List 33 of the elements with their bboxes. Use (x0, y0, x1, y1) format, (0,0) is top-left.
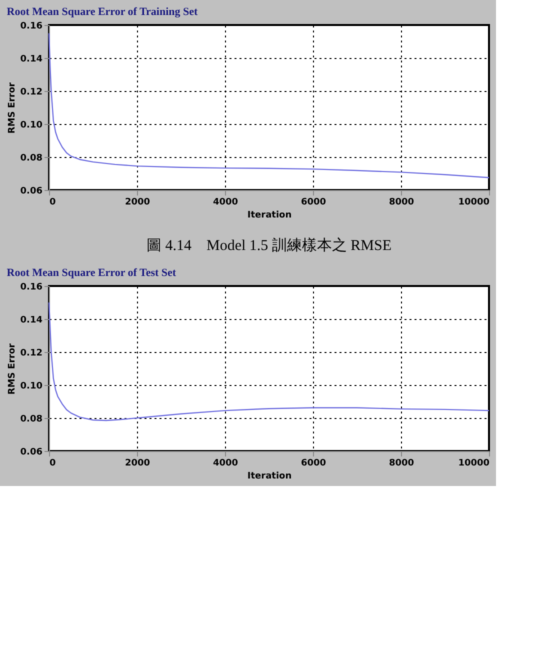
line-series (48, 32, 490, 178)
x-tick-label: 4000 (212, 458, 238, 468)
y-tick-label: 0.14 (20, 54, 42, 64)
y-tick-label: 0.16 (20, 282, 42, 292)
chart-title: Root Mean Square Error of Training Set (6, 6, 198, 18)
x-tick-label: 8000 (388, 458, 414, 468)
x-tick-label: 6000 (300, 198, 326, 208)
y-tick-label: 0.06 (20, 448, 42, 458)
y-tick-label: 0.08 (20, 154, 42, 164)
y-tick-label: 0.10 (20, 120, 42, 130)
x-tick-label: 0 (50, 458, 56, 468)
y-tick-label: 0.12 (20, 348, 42, 358)
y-axis-title: RMS Error (7, 342, 18, 395)
y-tick-label: 0.12 (20, 88, 42, 98)
x-tick-label: 8000 (388, 198, 414, 208)
y-axis-title: RMS Error (7, 82, 18, 134)
chart-title: Root Mean Square Error of Test Set (6, 267, 176, 279)
x-tick-label: 10000 (458, 458, 490, 468)
x-axis-title: Iteration (247, 210, 292, 220)
x-tick-label: 4000 (212, 198, 238, 208)
x-tick-label: 6000 (300, 458, 326, 468)
x-axis-title: Iteration (247, 472, 292, 482)
y-tick-label: 0.14 (20, 316, 42, 326)
y-tick-label: 0.16 (20, 22, 42, 32)
y-tick-label: 0.08 (20, 414, 42, 424)
x-tick-label: 0 (50, 198, 56, 208)
y-tick-label: 0.10 (20, 382, 42, 392)
y-tick-label: 0.06 (20, 186, 42, 196)
x-tick-label: 2000 (124, 198, 150, 208)
caption: 圖 4.14 Model 1.5 訓練樣本之 RMSE (146, 237, 392, 254)
x-tick-label: 10000 (458, 198, 490, 208)
x-tick-label: 2000 (124, 458, 150, 468)
line-series (48, 302, 490, 422)
